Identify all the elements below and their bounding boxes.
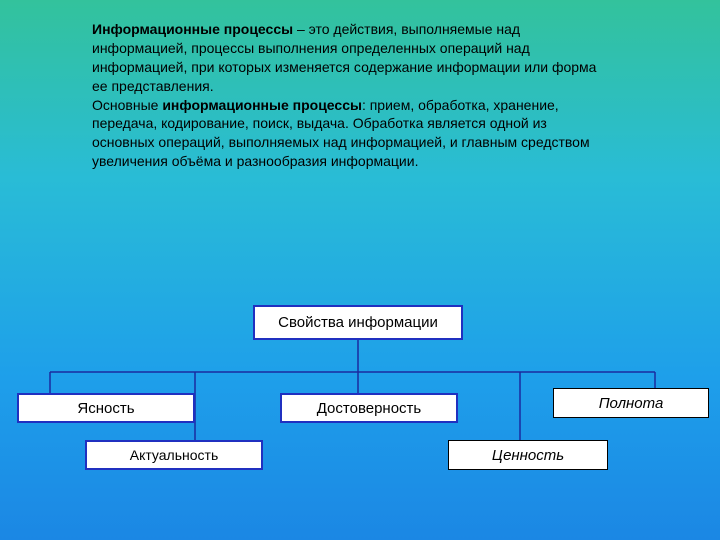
mid-bold: информационные процессы — [162, 97, 362, 113]
node-clarity: Ясность — [17, 393, 195, 423]
mid-plain1: Основные — [92, 97, 162, 113]
node-root-label: Свойства информации — [278, 314, 438, 331]
node-actual: Актуальность — [85, 440, 263, 470]
text-block: Информационные процессы – это действия, … — [92, 20, 612, 171]
node-value-label: Ценность — [492, 447, 564, 464]
node-reliab-label: Достоверность — [317, 400, 422, 417]
node-actual-label: Актуальность — [130, 447, 219, 463]
node-full: Полнота — [553, 388, 709, 418]
node-value: Ценность — [448, 440, 608, 470]
node-clarity-label: Ясность — [77, 400, 134, 417]
node-full-label: Полнота — [599, 395, 664, 412]
slide-stage: Информационные процессы – это действия, … — [0, 0, 720, 540]
node-root: Свойства информации — [253, 305, 463, 340]
node-reliab: Достоверность — [280, 393, 458, 423]
lead-bold: Информационные процессы — [92, 21, 293, 37]
